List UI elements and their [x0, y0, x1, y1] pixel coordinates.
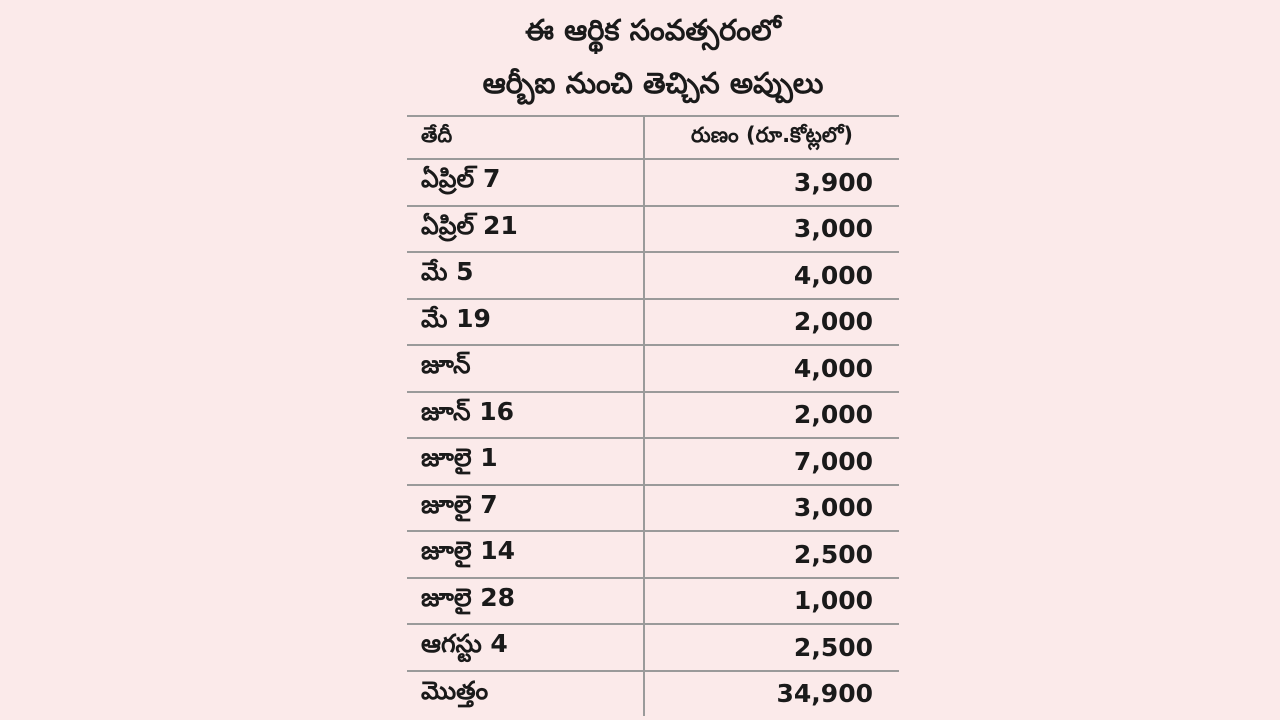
date-cell: జూన్ — [407, 344, 645, 392]
header-row: తేదీ రుణం (రూ.కోట్లలో) — [407, 115, 899, 159]
date-cell: జూన్ 16 — [407, 390, 645, 438]
table-row: ఏప్రిల్ 21 3,000 — [407, 204, 899, 252]
date-cell: జూలై 28 — [407, 576, 645, 624]
table-row: ఏప్రిల్ 7 3,900 — [407, 158, 899, 206]
amount-cell: 3,000 — [644, 204, 899, 252]
date-cell: జూలై 7 — [407, 483, 645, 531]
amount-cell: 4,000 — [644, 251, 899, 299]
amount-cell: 1,000 — [644, 576, 899, 624]
table-row: జూలై 28 1,000 — [407, 576, 899, 624]
table-row: జూన్ 4,000 — [407, 344, 899, 392]
date-cell: జూలై 1 — [407, 437, 645, 485]
amount-cell: 2,500 — [644, 530, 899, 578]
table-row: ఆగస్టు 4 2,500 — [407, 623, 899, 671]
table-row: మే 19 2,000 — [407, 297, 899, 345]
table-row: జూలై 7 3,000 — [407, 483, 899, 531]
table-row: జూలై 1 7,000 — [407, 437, 899, 485]
table-row: మే 5 4,000 — [407, 251, 899, 299]
table-row: జూలై 14 2,500 — [407, 530, 899, 578]
date-cell: మొత్తం — [407, 669, 645, 716]
amount-cell: 7,000 — [644, 437, 899, 485]
amount-cell: 3,900 — [644, 158, 899, 206]
date-cell: జూలై 14 — [407, 530, 645, 578]
header-cell: తేదీ — [407, 115, 645, 159]
table-body: తేదీ రుణం (రూ.కోట్లలో) ఏప్రిల్ 7 3,900 ఏప్… — [407, 115, 899, 716]
date-cell: మే 19 — [407, 297, 645, 345]
header-cell: రుణం (రూ.కోట్లలో) — [644, 115, 899, 159]
title-line: ఈ ఆర్థిక సంవత్సరంలో — [525, 13, 781, 47]
amount-cell: 4,000 — [644, 344, 899, 392]
amount-cell: 2,000 — [644, 390, 899, 438]
table-row: జూన్ 16 2,000 — [407, 390, 899, 438]
date-cell: ఆగస్టు 4 — [407, 623, 645, 671]
date-cell: మే 5 — [407, 251, 645, 299]
amount-cell: 2,500 — [644, 623, 899, 671]
date-cell: ఏప్రిల్ 7 — [407, 158, 645, 206]
amount-cell: 2,000 — [644, 297, 899, 345]
loan-table: తేదీ రుణం (రూ.కోట్లలో) ఏప్రిల్ 7 3,900 ఏప్… — [407, 115, 899, 716]
table-row: మొత్తం 34,900 — [407, 669, 899, 716]
title-line: ఆర్బీఐ నుంచి తెచ్చిన అప్పులు — [482, 66, 824, 100]
date-cell: ఏప్రిల్ 21 — [407, 204, 645, 252]
amount-cell: 34,900 — [644, 669, 899, 716]
amount-cell: 3,000 — [644, 483, 899, 531]
